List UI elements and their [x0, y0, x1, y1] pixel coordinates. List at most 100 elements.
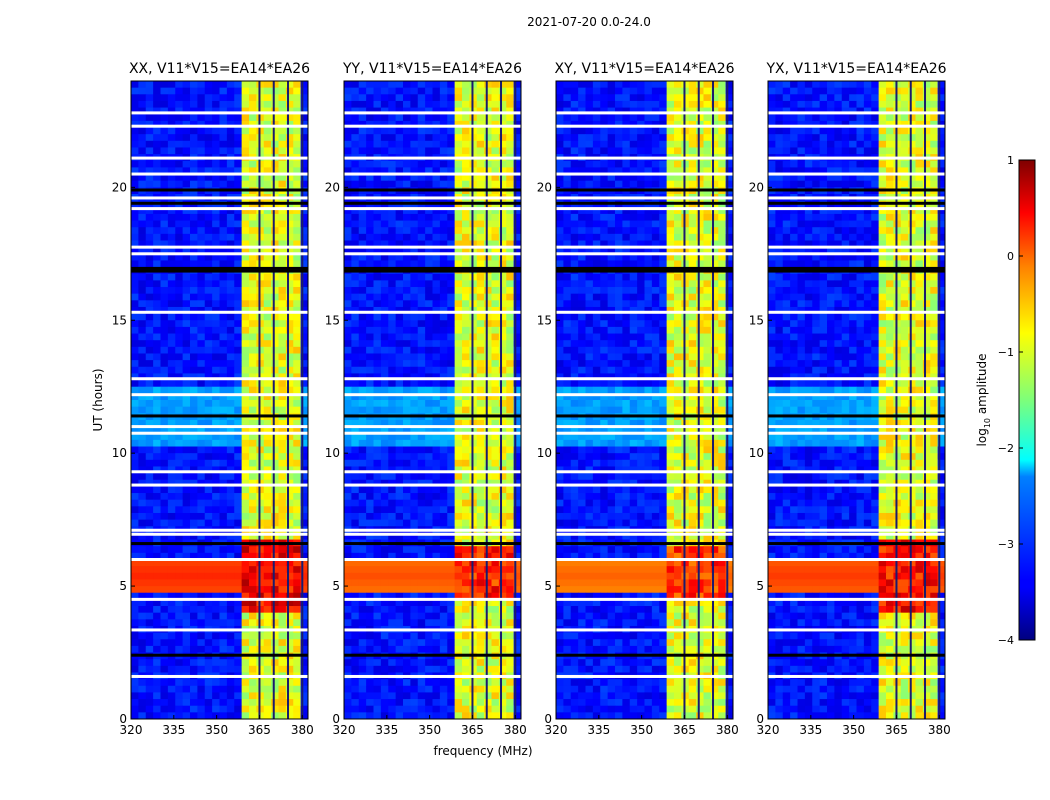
- heatmap-cell: [622, 81, 631, 89]
- heatmap-cell: [167, 353, 176, 361]
- heatmap-cell: [226, 240, 235, 248]
- heatmap-cell: [425, 712, 433, 720]
- heatmap-cell: [484, 233, 492, 241]
- heatmap-cell: [234, 466, 243, 474]
- heatmap-cell: [182, 685, 191, 693]
- heatmap-cell: [138, 207, 147, 215]
- heatmap-cell: [167, 619, 176, 627]
- heatmap-cell: [212, 446, 220, 454]
- heatmap-cell: [212, 107, 220, 115]
- heatmap-cell: [506, 426, 515, 434]
- heatmap-cell: [219, 160, 228, 168]
- heatmap-cell: [293, 120, 302, 128]
- heatmap-cell: [585, 134, 594, 142]
- heatmap-cell: [513, 340, 522, 348]
- heatmap-cell: [425, 466, 433, 474]
- heatmap-cell: [462, 107, 470, 115]
- heatmap-cell: [556, 94, 564, 102]
- heatmap-cell: [454, 174, 463, 182]
- heatmap-cell: [366, 712, 374, 720]
- heatmap-cell: [506, 639, 515, 647]
- heatmap-cell: [498, 639, 507, 647]
- heatmap-cell: [167, 300, 176, 308]
- heatmap-cell: [447, 692, 456, 700]
- heatmap-cell: [410, 174, 419, 182]
- heatmap-cell: [476, 87, 485, 95]
- heatmap-cell: [226, 659, 235, 667]
- heatmap-cell: [182, 639, 191, 647]
- heatmap-cell: [351, 300, 360, 308]
- heatmap-cell: [380, 306, 389, 315]
- heatmap-cell: [219, 207, 228, 215]
- heatmap-cell: [447, 207, 456, 215]
- heatmap-cell: [484, 592, 492, 600]
- heatmap-cell: [263, 532, 272, 540]
- heatmap-cell: [366, 386, 374, 394]
- heatmap-cell: [138, 160, 147, 168]
- heatmap-cell: [182, 632, 191, 640]
- heatmap-cell: [439, 346, 448, 354]
- heatmap-cell: [439, 273, 448, 281]
- heatmap-cell: [153, 380, 161, 388]
- heatmap-cell: [131, 572, 139, 580]
- heatmap-cell: [190, 253, 198, 261]
- heatmap-cell: [160, 645, 169, 653]
- heatmap-cell: [145, 506, 154, 514]
- heatmap-cell: [182, 426, 191, 434]
- heatmap-cell: [506, 287, 515, 295]
- heatmap-cell: [351, 81, 360, 89]
- heatmap-cell: [439, 353, 448, 361]
- heatmap-cell: [513, 512, 522, 521]
- heatmap-cell: [366, 87, 374, 95]
- heatmap-cell: [380, 293, 389, 301]
- heatmap-cell: [153, 300, 161, 308]
- heatmap-cell: [212, 639, 220, 647]
- heatmap-cell: [145, 380, 154, 388]
- heatmap-cell: [138, 493, 147, 501]
- heatmap-cell: [358, 579, 367, 587]
- heatmap-cell: [432, 400, 441, 408]
- heatmap-cell: [212, 566, 220, 574]
- heatmap-cell: [241, 712, 250, 720]
- heatmap-cell: [454, 313, 463, 321]
- heatmap-cell: [410, 645, 419, 653]
- heatmap-cell: [462, 572, 470, 580]
- heatmap-cell: [167, 280, 176, 288]
- heatmap-cell: [138, 579, 147, 587]
- heatmap-cell: [366, 453, 374, 461]
- x-tick-label: 320: [333, 723, 356, 737]
- heatmap-cell: [506, 227, 515, 235]
- heatmap-cell: [263, 167, 272, 175]
- flagged-row-dark: [131, 188, 308, 192]
- heatmap-cell: [432, 340, 441, 348]
- heatmap-cell: [491, 287, 500, 295]
- heatmap-cell: [403, 632, 411, 640]
- heatmap-cell: [190, 592, 198, 600]
- heatmap-cell: [380, 692, 389, 700]
- heatmap-cell: [212, 260, 220, 268]
- heatmap-cell: [153, 473, 161, 481]
- heatmap-cell: [454, 466, 463, 474]
- heatmap-cell: [234, 453, 243, 461]
- heatmap-cell: [395, 380, 404, 388]
- heatmap-cell: [506, 100, 515, 108]
- heatmap-cell: [498, 473, 507, 481]
- heatmap-cells: [556, 81, 734, 720]
- heatmap-cell: [439, 632, 448, 640]
- heatmap-cell: [718, 140, 727, 148]
- heatmap-cell: [432, 559, 441, 567]
- x-tick-label: 380: [504, 723, 527, 737]
- heatmap-cell: [175, 639, 184, 647]
- heatmap-cell: [447, 645, 456, 653]
- heatmap-cell: [241, 506, 250, 514]
- heatmap-cell: [380, 433, 389, 441]
- heatmap-cell: [425, 599, 433, 607]
- heatmap-cell: [344, 134, 352, 142]
- heatmap-cell: [226, 406, 235, 414]
- heatmap-cell: [167, 127, 176, 135]
- heatmap-cell: [454, 147, 463, 155]
- heatmap-cell: [271, 134, 279, 142]
- heatmap-cell: [491, 659, 500, 667]
- heatmap-cell: [249, 140, 257, 148]
- heatmap-cell: [380, 506, 389, 514]
